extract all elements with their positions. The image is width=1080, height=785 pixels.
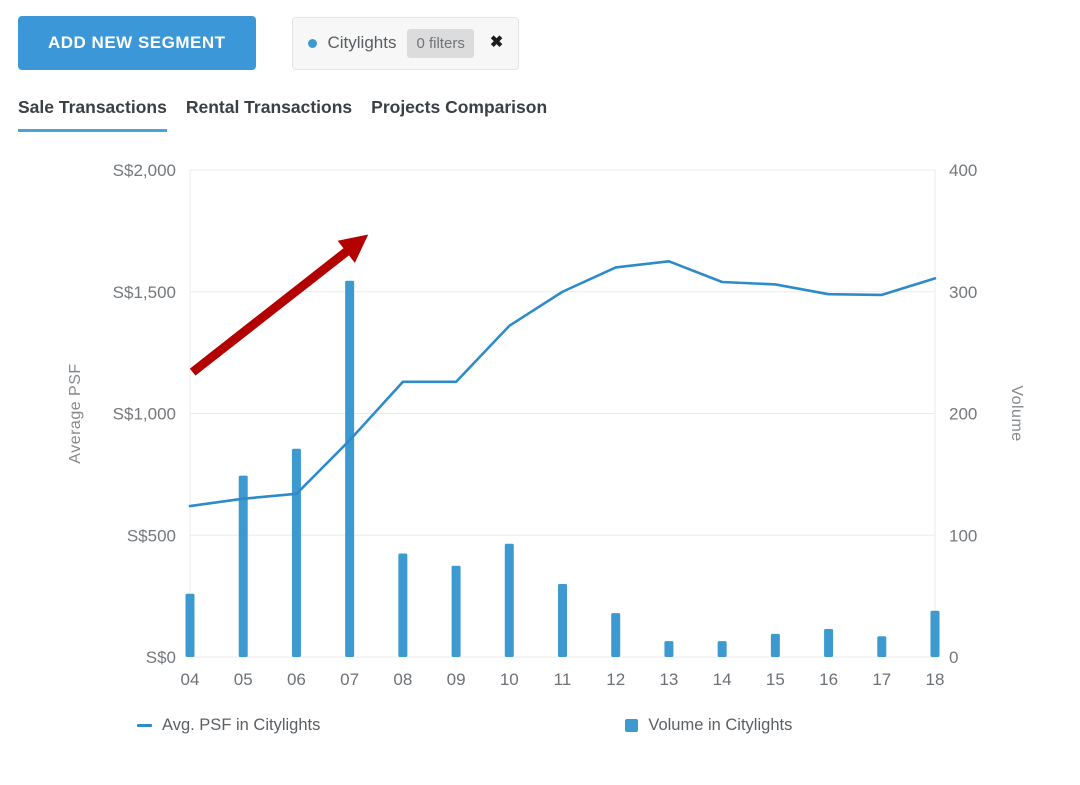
svg-text:16: 16 [819,670,838,689]
segment-chip[interactable]: Citylights 0 filters ✖ [291,16,520,70]
svg-text:400: 400 [949,161,977,180]
header: ADD NEW SEGMENT Citylights 0 filters ✖ [18,16,1080,70]
svg-text:18: 18 [926,670,945,689]
svg-text:Volume: Volume [1008,385,1025,441]
svg-text:13: 13 [659,670,678,689]
segment-chip-label: Citylights [327,33,397,52]
tab-rental-transactions[interactable]: Rental Transactions [185,97,353,117]
close-icon[interactable]: ✖ [489,34,504,51]
svg-text:12: 12 [606,670,625,689]
add-new-segment-button[interactable]: ADD NEW SEGMENT [18,16,256,70]
tab-sale-transactions[interactable]: Sale Transactions [18,97,167,132]
legend-label-psf: Avg. PSF in Citylights [162,716,321,734]
chart-legend: Avg. PSF in Citylights Volume in Citylig… [0,716,1080,735]
svg-text:11: 11 [554,670,572,689]
svg-text:100: 100 [949,526,977,545]
svg-text:300: 300 [949,283,977,302]
svg-text:200: 200 [949,405,977,424]
chart: S$0 0 S$500 100 S$1,000 200 S$1,500 300 S$2,000 4… [0,132,1080,735]
tab-bar: Sale Transactions Rental Transactions Pr… [18,97,1080,132]
svg-text:17: 17 [872,670,891,689]
svg-text:06: 06 [287,670,306,689]
svg-text:10: 10 [500,670,519,689]
svg-text:0: 0 [949,648,958,667]
svg-text:08: 08 [393,670,412,689]
legend-item-volume[interactable]: Volume in Citylights [625,716,792,735]
svg-text:04: 04 [181,670,200,689]
svg-text:09: 09 [447,670,466,689]
filters-count-badge: 0 filters [407,28,474,58]
svg-text:S$0: S$0 [146,648,176,667]
svg-text:S$500: S$500 [127,526,176,545]
series-dot-icon [307,38,317,48]
line-series-icon [137,724,152,727]
svg-text:07: 07 [340,670,359,689]
svg-text:15: 15 [766,670,785,689]
svg-text:05: 05 [234,670,253,689]
legend-label-volume: Volume in Citylights [648,716,793,734]
chart-plot-area[interactable]: S$0 0 S$500 100 S$1,000 200 S$1,500 300 S$2,000 4… [0,132,1080,712]
svg-text:14: 14 [713,670,732,689]
svg-text:S$2,000: S$2,000 [113,161,176,180]
legend-item-psf[interactable]: Avg. PSF in Citylights [137,716,320,735]
bar-series-icon [625,719,639,732]
tab-projects-comparison[interactable]: Projects Comparison [371,97,548,117]
svg-text:Average PSF: Average PSF [67,363,84,463]
svg-text:S$1,000: S$1,000 [113,405,176,424]
page: ADD NEW SEGMENT Citylights 0 filters ✖ S… [0,16,1080,735]
svg-text:S$1,500: S$1,500 [113,283,176,302]
